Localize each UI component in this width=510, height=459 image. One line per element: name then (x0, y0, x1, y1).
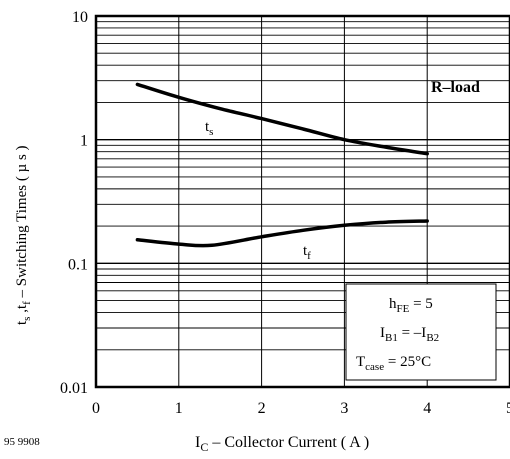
series-label-tf: tf (303, 243, 311, 262)
condition-hfe: hFE = 5 (389, 296, 433, 315)
x-axis-label: IC – Collector Current ( A ) (195, 434, 369, 454)
condition-tcase: Tcase = 25°C (356, 354, 431, 373)
x-tick-label: 4 (423, 400, 431, 417)
r-load-label: R–load (431, 79, 480, 96)
figure-code: 95 9908 (4, 436, 40, 448)
x-tick-label: 1 (175, 400, 183, 417)
y-tick-label: 0.01 (60, 380, 88, 397)
x-tick-label: 3 (340, 400, 348, 417)
tick-labels: 0 1 2 3 4 5 10 1 0.1 0.01 (60, 9, 510, 417)
x-tick-label: 5 (506, 400, 510, 417)
condition-ib: IB1 = –IB2 (380, 325, 439, 344)
series-ts-line (135, 82, 429, 156)
x-tick-label: 0 (92, 400, 100, 417)
plot-frame (94, 14, 510, 389)
conditions-box (345, 283, 497, 381)
y-tick-label: 10 (72, 9, 88, 26)
x-tick-label: 2 (258, 400, 266, 417)
y-tick-label: 1 (80, 133, 88, 150)
series-label-ts: ts (205, 119, 213, 138)
y-tick-label: 0.1 (68, 256, 88, 273)
series-tf-line (135, 219, 429, 248)
grid (96, 16, 510, 387)
y-axis-label: ts ,tf – Switching Times ( µ s ) (14, 145, 33, 325)
curves (135, 82, 429, 248)
